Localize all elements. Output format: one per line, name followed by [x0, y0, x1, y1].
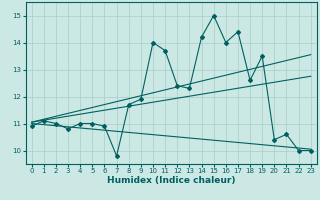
X-axis label: Humidex (Indice chaleur): Humidex (Indice chaleur): [107, 176, 236, 185]
